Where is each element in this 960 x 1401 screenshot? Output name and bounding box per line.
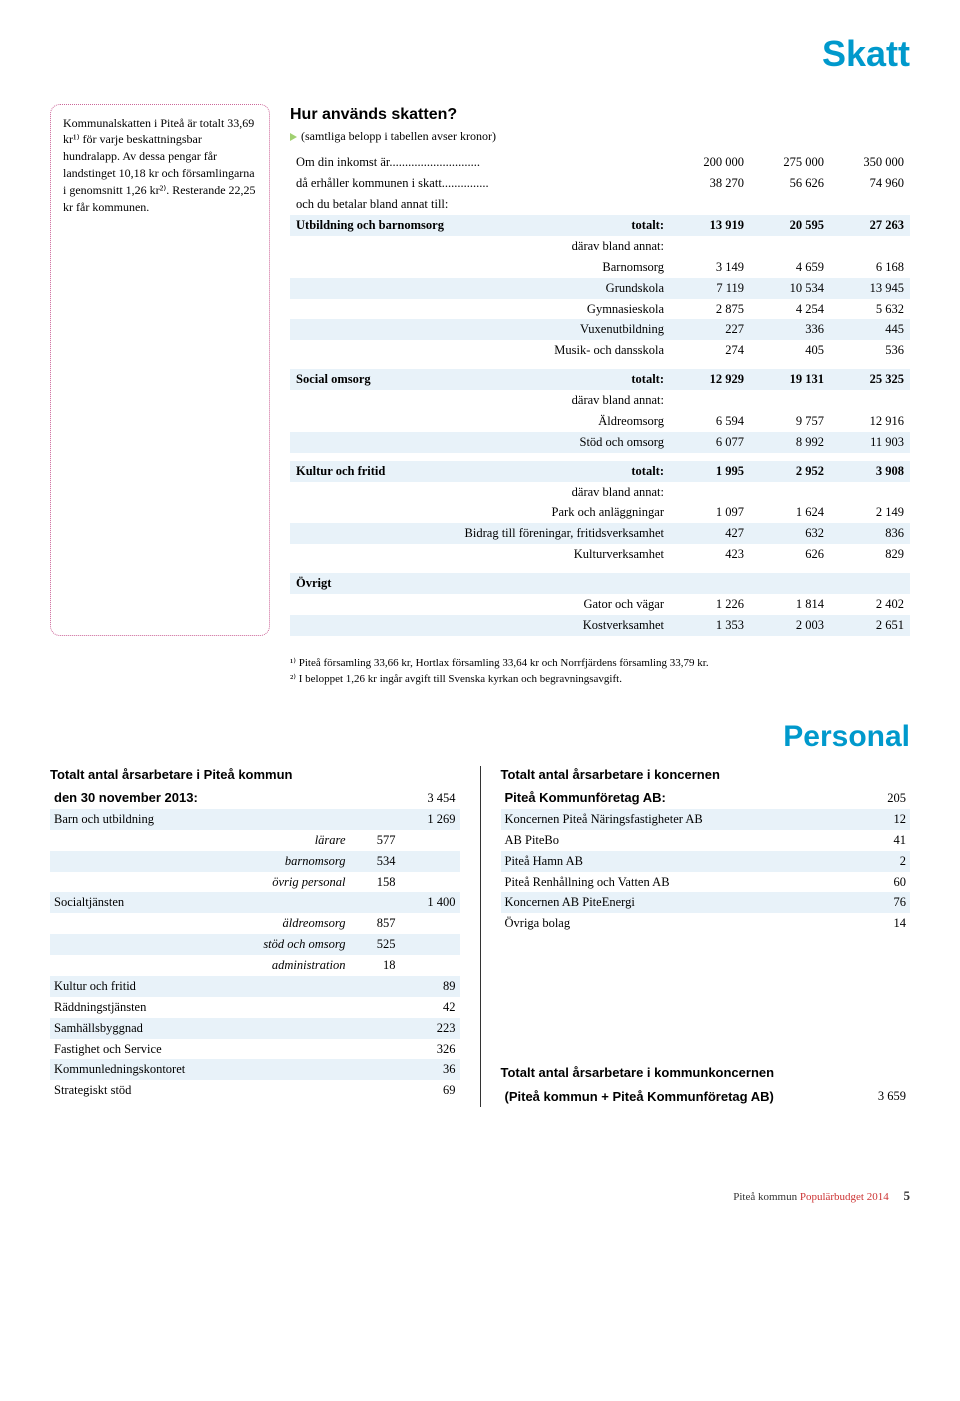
table-row: Fastighet och Service326 [50, 1039, 460, 1060]
personal-section: Totalt antal årsarbetare i Piteå kommun … [50, 766, 910, 1107]
table-row: Övrigt [290, 573, 910, 594]
top-section: Kommunalskatten i Piteå är totalt 33,69 … [50, 104, 910, 636]
table-row: Strategiskt stöd69 [50, 1080, 460, 1101]
tax-table: Om din inkomst är.......................… [290, 152, 910, 635]
footer-red: Populärbudget 2014 [800, 1191, 889, 1203]
footnote-2: ²⁾ I beloppet 1,26 kr ingår avgift till … [290, 672, 910, 687]
table-row: Samhällsbyggnad223 [50, 1018, 460, 1039]
table-row: Koncernen AB PiteEnergi76 [501, 892, 911, 913]
table-row: Social omsorgtotalt:12 92919 13125 325 [290, 369, 910, 390]
left-table: den 30 november 2013: 3 454 Barn och utbi… [50, 787, 460, 1101]
table-row: Grundskola7 11910 53413 945 [290, 278, 910, 299]
right-foot-1: Totalt antal årsarbetare i kommunkoncern… [501, 1064, 911, 1082]
footnote-1: ¹⁾ Piteå församling 33,66 kr, Hortlax fö… [290, 656, 910, 671]
left-total: 3 454 [400, 787, 460, 809]
personal-right-column: Totalt antal årsarbetare i koncernen Pit… [501, 766, 911, 1107]
table-row: stöd och omsorg525 [50, 934, 460, 955]
table-row: Piteå Renhållning och Vatten AB60 [501, 872, 911, 893]
table-row: därav bland annat: [290, 236, 910, 257]
table-row: Utbildning och barnomsorgtotalt:13 91920… [290, 215, 910, 236]
footnotes: ¹⁾ Piteå församling 33,66 kr, Hortlax fö… [290, 656, 910, 688]
table-row: övrig personal158 [50, 872, 460, 893]
table-row: Övriga bolag14 [501, 913, 911, 934]
table-row: Gator och vägar1 2261 8142 402 [290, 594, 910, 615]
table-row: AB PiteBo41 [501, 830, 911, 851]
table-row: lärare577 [50, 830, 460, 851]
right-total: 205 [850, 787, 910, 809]
callout-box: Kommunalskatten i Piteå är totalt 33,69 … [50, 104, 270, 636]
table-row: Socialtjänsten1 400 [50, 892, 460, 913]
table-row: därav bland annat: [290, 482, 910, 503]
table-row: äldreomsorg857 [50, 913, 460, 934]
table-row: Barnomsorg3 1494 6596 168 [290, 257, 910, 278]
table-row: Vuxenutbildning227336445 [290, 319, 910, 340]
table-row: Kostverksamhet1 3532 0032 651 [290, 615, 910, 636]
page-number: 5 [904, 1188, 911, 1203]
table-row: Piteå Hamn AB2 [501, 851, 911, 872]
table-row: då erhåller kommunen i skatt............… [290, 173, 910, 194]
table-row: Äldreomsorg6 5949 75712 916 [290, 411, 910, 432]
right-foot-2: (Piteå kommun + Piteå Kommunföretag AB) [501, 1086, 851, 1108]
right-heading-2: Piteå Kommunföretag AB: [501, 787, 851, 809]
right-heading-1: Totalt antal årsarbetare i koncernen [501, 766, 911, 784]
right-table: Piteå Kommunföretag AB:205 Koncernen Pit… [501, 787, 911, 934]
table-row: Koncernen Piteå Näringsfastigheter AB12 [501, 809, 911, 830]
table-row: Räddningstjänsten42 [50, 997, 460, 1018]
left-heading-1: Totalt antal årsarbetare i Piteå kommun [50, 766, 460, 784]
table-row: Park och anläggningar1 0971 6242 149 [290, 502, 910, 523]
left-heading-2: den 30 november 2013: [50, 787, 350, 809]
table-row: Om din inkomst är.......................… [290, 152, 910, 173]
table-row: Kommunledningskontoret36 [50, 1059, 460, 1080]
footer-text: Piteå kommun [733, 1191, 797, 1203]
table-row [290, 453, 910, 461]
subheading: Hur används skatten? [290, 104, 910, 126]
table-row: därav bland annat: [290, 390, 910, 411]
personal-title: Personal [50, 717, 910, 758]
table-row: Bidrag till föreningar, fritidsverksamhe… [290, 523, 910, 544]
page-footer: Piteå kommun Populärbudget 2014 5 [50, 1187, 910, 1205]
table-row: och du betalar bland annat till: [290, 194, 910, 215]
table-row: Gymnasieskola2 8754 2545 632 [290, 299, 910, 320]
personal-left-column: Totalt antal årsarbetare i Piteå kommun … [50, 766, 481, 1107]
note-text: (samtliga belopp i tabellen avser kronor… [301, 129, 496, 143]
table-row: barnomsorg534 [50, 851, 460, 872]
table-row: Kulturverksamhet423626829 [290, 544, 910, 565]
right-foot-total: 3 659 [850, 1086, 910, 1108]
tax-table-area: Hur används skatten? (samtliga belopp i … [290, 104, 910, 636]
table-row: administration18 [50, 955, 460, 976]
arrow-icon [290, 133, 297, 141]
table-row: Stöd och omsorg6 0778 99211 903 [290, 432, 910, 453]
table-row: Musik- och dansskola274405536 [290, 340, 910, 361]
table-row: Kultur och fritid89 [50, 976, 460, 997]
table-row: Barn och utbildning1 269 [50, 809, 460, 830]
table-row: Kultur och fritidtotalt:1 9952 9523 908 [290, 461, 910, 482]
table-row [290, 565, 910, 573]
table-note: (samtliga belopp i tabellen avser kronor… [290, 128, 910, 144]
page-title: Skatt [50, 30, 910, 79]
table-row [290, 361, 910, 369]
